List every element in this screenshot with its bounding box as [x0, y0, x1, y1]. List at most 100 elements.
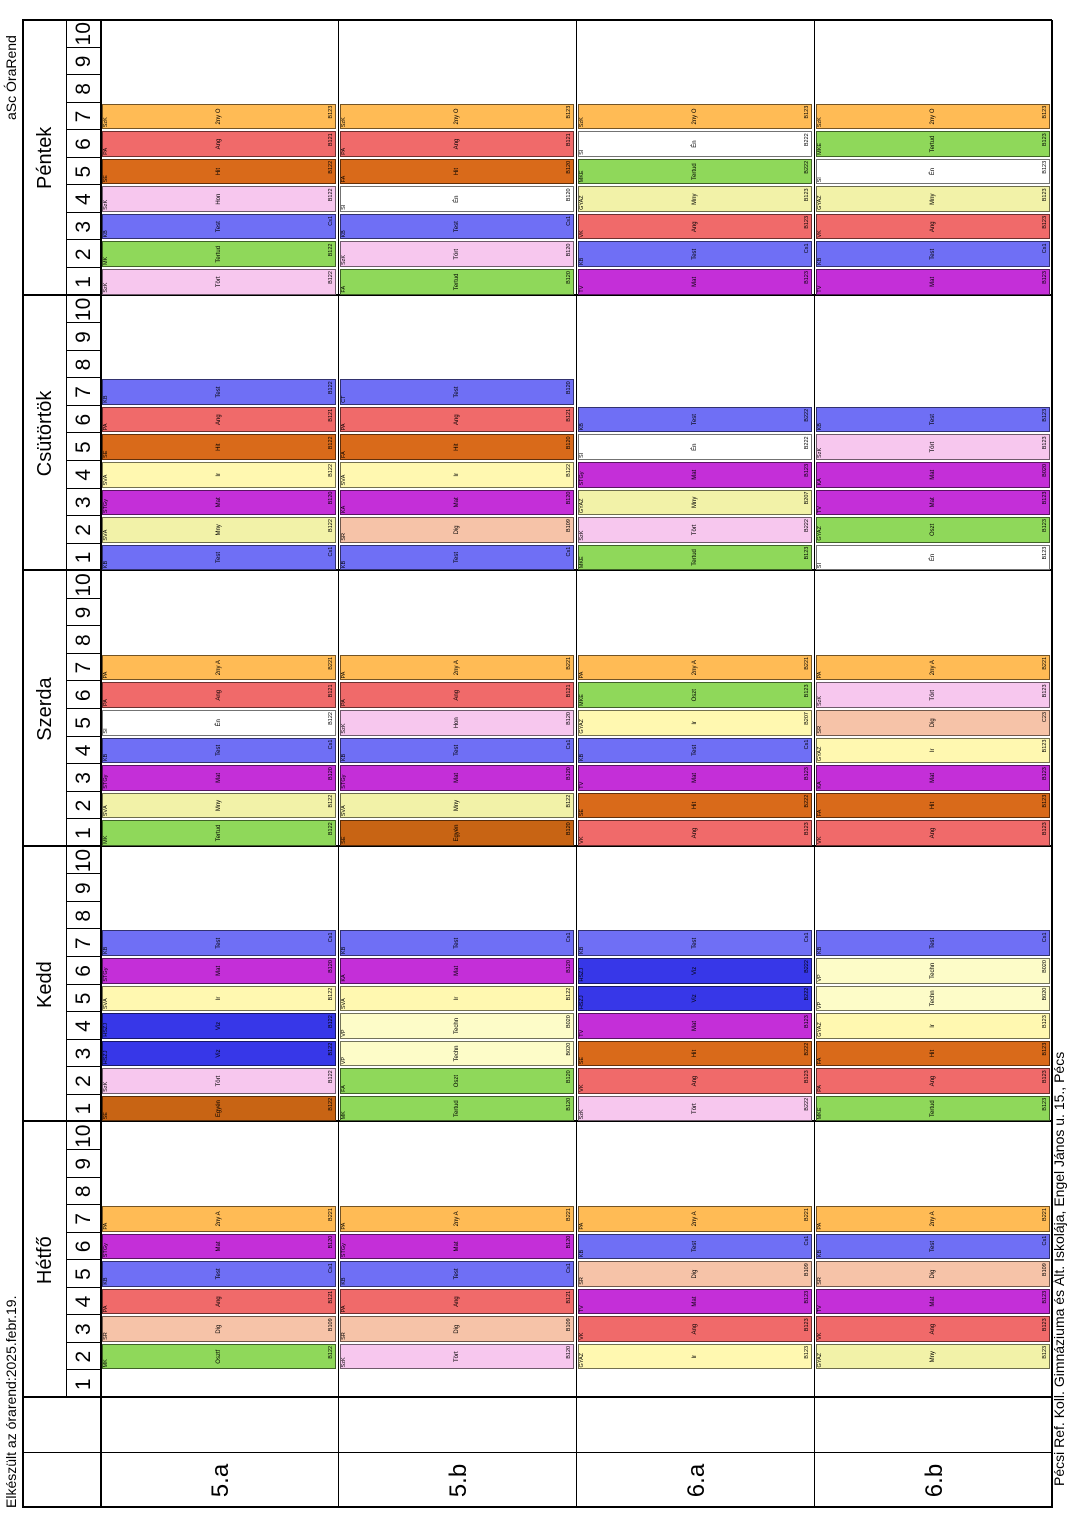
- lesson-cell[interactable]: SE Hit B122: [102, 158, 336, 185]
- lesson-cell[interactable]: HSZJ Viz B222: [578, 958, 812, 984]
- lesson-cell[interactable]: MKE Tertud B123: [816, 131, 1050, 157]
- lesson-cell[interactable]: PA 2ny A B221: [578, 654, 812, 681]
- lesson-cell[interactable]: SE Egyén B122: [102, 1095, 336, 1122]
- lesson-cell[interactable]: PA 2ny A B221: [340, 1206, 574, 1232]
- lesson-cell[interactable]: SzK Hon B122: [102, 186, 336, 212]
- lesson-cell[interactable]: KB Test Cs1: [102, 544, 336, 571]
- lesson-cell[interactable]: GYAZ Mny B207: [578, 489, 812, 516]
- lesson-cell[interactable]: TV Mat B123: [578, 765, 812, 791]
- lesson-cell[interactable]: PA 2ny A B221: [816, 654, 1050, 681]
- lesson-cell[interactable]: TV Mat B123: [578, 269, 812, 295]
- lesson-cell[interactable]: GYAZ Ir B123: [578, 1343, 812, 1370]
- lesson-cell[interactable]: SzK Tört B120: [340, 241, 574, 268]
- lesson-cell[interactable]: KB Test Cs1: [340, 544, 574, 571]
- lesson-cell[interactable]: KA Mat B020: [816, 461, 1050, 488]
- lesson-cell[interactable]: SE Hit B122: [102, 434, 336, 460]
- lesson-cell[interactable]: SzK Hon B120: [340, 710, 574, 736]
- lesson-cell[interactable]: KB Test Cs1: [102, 1261, 336, 1287]
- lesson-cell[interactable]: HSZJ Viz B122: [102, 1040, 336, 1067]
- lesson-cell[interactable]: KB Test Cs1: [816, 930, 1050, 957]
- lesson-cell[interactable]: VP Techn B020: [340, 1040, 574, 1067]
- lesson-cell[interactable]: SE Hit B222: [578, 792, 812, 819]
- lesson-cell[interactable]: PA Ang B123: [816, 1068, 1050, 1094]
- lesson-cell[interactable]: KB Test Cs1: [102, 737, 336, 764]
- lesson-cell[interactable]: CT Test B120: [340, 379, 574, 405]
- lesson-cell[interactable]: MKE Tertud B123: [578, 544, 812, 571]
- lesson-cell[interactable]: TV Mat B123: [816, 1288, 1050, 1315]
- lesson-cell[interactable]: KB Test Cs1: [340, 213, 574, 240]
- lesson-cell[interactable]: FA Hit B123: [816, 1040, 1050, 1067]
- lesson-cell[interactable]: PA Ang B121: [340, 406, 574, 433]
- lesson-cell[interactable]: SR Dig B109: [102, 1316, 336, 1342]
- lesson-cell[interactable]: GYAZ Mny B123: [816, 186, 1050, 212]
- lesson-cell[interactable]: SE Egyén B120: [340, 820, 574, 846]
- lesson-cell[interactable]: KB Test Cs1: [340, 1261, 574, 1287]
- lesson-cell[interactable]: VK Ang B123: [578, 1068, 812, 1094]
- lesson-cell[interactable]: SVÁ Ir B122: [102, 461, 336, 488]
- lesson-cell[interactable]: GYAZ Ir B207: [578, 710, 812, 736]
- lesson-cell[interactable]: KB Test Cs1: [578, 737, 812, 764]
- lesson-cell[interactable]: GYAZ Oszt B123: [816, 517, 1050, 543]
- lesson-cell[interactable]: SE Hit B222: [578, 1040, 812, 1067]
- lesson-cell[interactable]: FA Hit B123: [816, 792, 1050, 819]
- lesson-cell[interactable]: VP Techn B020: [816, 958, 1050, 984]
- lesson-cell[interactable]: KB Test Cs1: [340, 930, 574, 957]
- lesson-cell[interactable]: SzK Tört B222: [578, 1095, 812, 1122]
- lesson-cell[interactable]: SI Én B222: [578, 434, 812, 460]
- lesson-cell[interactable]: PA 2ny A B221: [102, 654, 336, 681]
- lesson-cell[interactable]: KB Test Cs1: [102, 930, 336, 957]
- lesson-cell[interactable]: PA Ang B121: [340, 1288, 574, 1315]
- lesson-cell[interactable]: SR Dig C23: [816, 710, 1050, 736]
- lesson-cell[interactable]: SI Én B122: [102, 710, 336, 736]
- lesson-cell[interactable]: MK Tertud B122: [102, 820, 336, 846]
- lesson-cell[interactable]: PA Ang B121: [340, 682, 574, 708]
- lesson-cell[interactable]: STGy Mat B123: [578, 461, 812, 488]
- lesson-cell[interactable]: SzK Tört B123: [816, 434, 1050, 460]
- lesson-cell[interactable]: TV Mat B123: [816, 269, 1050, 295]
- lesson-cell[interactable]: STGy Mat B120: [102, 1233, 336, 1260]
- lesson-cell[interactable]: SI Én B123: [816, 158, 1050, 185]
- lesson-cell[interactable]: SVÁ Ir B122: [340, 985, 574, 1012]
- lesson-cell[interactable]: PA Ang B121: [102, 406, 336, 433]
- lesson-cell[interactable]: SVÁ Mny B122: [340, 792, 574, 819]
- lesson-cell[interactable]: PA Ang B121: [102, 131, 336, 157]
- lesson-cell[interactable]: STGy Mat B120: [102, 958, 336, 984]
- lesson-cell[interactable]: VP Techn B020: [340, 1013, 574, 1039]
- lesson-cell[interactable]: GYAZ Mny B123: [578, 186, 812, 212]
- lesson-cell[interactable]: FA Oszt B120: [340, 1068, 574, 1094]
- lesson-cell[interactable]: SI Én B222: [578, 131, 812, 157]
- lesson-cell[interactable]: SVÁ Ir B122: [340, 461, 574, 488]
- lesson-cell[interactable]: SzK Tört B122: [102, 1068, 336, 1094]
- lesson-cell[interactable]: KB Test Cs1: [816, 1233, 1050, 1260]
- lesson-cell[interactable]: SR Dig B109: [340, 1316, 574, 1342]
- lesson-cell[interactable]: STGy Mat B120: [102, 765, 336, 791]
- lesson-cell[interactable]: VK Ang B123: [578, 820, 812, 846]
- lesson-cell[interactable]: SzK Tört B120: [340, 1343, 574, 1370]
- lesson-cell[interactable]: PA 2ny A B221: [340, 654, 574, 681]
- lesson-cell[interactable]: SR Dig B109: [340, 517, 574, 543]
- lesson-cell[interactable]: MKE Oszt B123: [578, 682, 812, 708]
- lesson-cell[interactable]: FA Hit B120: [340, 158, 574, 185]
- lesson-cell[interactable]: SVÁ Mny B122: [102, 517, 336, 543]
- lesson-cell[interactable]: KB Test B122: [102, 379, 336, 405]
- lesson-cell[interactable]: KB Test B123: [816, 406, 1050, 433]
- lesson-cell[interactable]: VK Ang B123: [578, 213, 812, 240]
- lesson-cell[interactable]: SI Én B123: [816, 544, 1050, 571]
- lesson-cell[interactable]: SzK 2ny O B123: [102, 103, 336, 130]
- lesson-cell[interactable]: STGy Mat B120: [340, 765, 574, 791]
- lesson-cell[interactable]: PA Ang B121: [102, 682, 336, 708]
- lesson-cell[interactable]: SzK Tört B122: [102, 269, 336, 295]
- lesson-cell[interactable]: SzK 2ny O B123: [816, 103, 1050, 130]
- lesson-cell[interactable]: KB Test B222: [578, 406, 812, 433]
- lesson-cell[interactable]: STGy Mat B120: [340, 1233, 574, 1260]
- lesson-cell[interactable]: MKE Tertud B222: [578, 158, 812, 185]
- lesson-cell[interactable]: VK Ang B123: [578, 1316, 812, 1342]
- lesson-cell[interactable]: KB Test Cs1: [816, 241, 1050, 268]
- lesson-cell[interactable]: KA Mat B120: [340, 958, 574, 984]
- lesson-cell[interactable]: KB Test Cs1: [578, 1233, 812, 1260]
- lesson-cell[interactable]: SzK 2ny O B123: [340, 103, 574, 130]
- lesson-cell[interactable]: MKE Tertud B123: [816, 1095, 1050, 1122]
- lesson-cell[interactable]: HSZJ Viz B122: [102, 1013, 336, 1039]
- lesson-cell[interactable]: MK Tertud B122: [102, 241, 336, 268]
- lesson-cell[interactable]: SVÁ Mny B122: [102, 792, 336, 819]
